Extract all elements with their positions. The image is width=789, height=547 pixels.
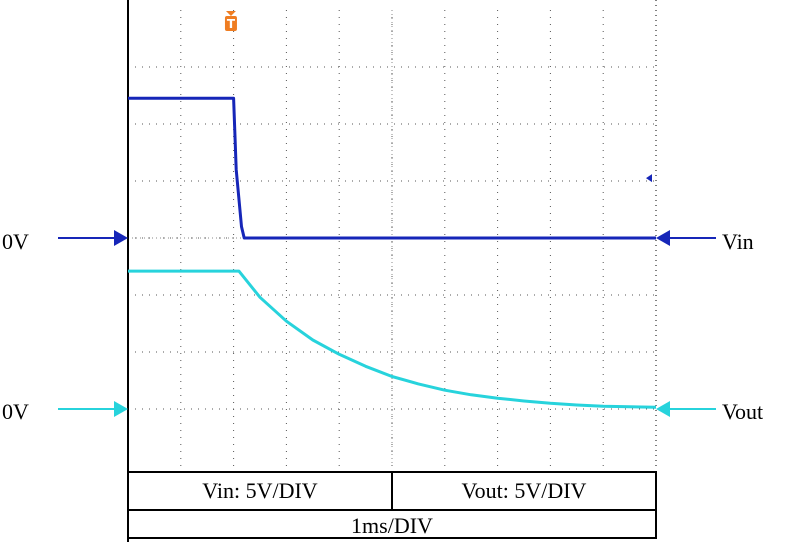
- vout-channel-arrow-icon: [656, 401, 670, 417]
- vin-channel-label: Vin: [722, 229, 754, 254]
- vin-scale-label: Vin: 5V/DIV: [202, 478, 318, 503]
- trigger-position-arrow-icon: [225, 11, 236, 16]
- vin-ground-arrow-icon: [114, 230, 128, 246]
- vout-ground-arrow-icon: [114, 401, 128, 417]
- timebase-label: 1ms/DIV: [351, 513, 433, 538]
- vout-channel-label: Vout: [722, 399, 764, 424]
- vout-ground-label: 0V: [2, 399, 29, 424]
- trigger-position-label: T: [227, 17, 236, 31]
- trigger-level-icon: [646, 174, 652, 183]
- vin-channel-arrow-icon: [656, 230, 670, 246]
- vout-trace: [128, 269, 657, 409]
- vin-trace: [128, 96, 656, 240]
- trigger-position-icon: [224, 16, 237, 31]
- vin-ground-label: 0V: [2, 229, 29, 254]
- vout-scale-label: Vout: 5V/DIV: [461, 478, 587, 503]
